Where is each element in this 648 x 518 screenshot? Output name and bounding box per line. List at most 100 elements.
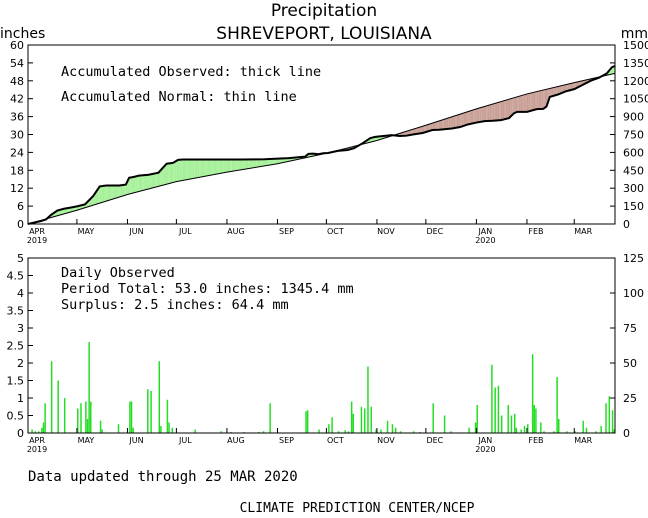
surplus-area-segment	[611, 66, 614, 75]
deficit-area-segment	[520, 95, 523, 112]
deficit-area-segment	[407, 130, 410, 136]
surplus-area-segment	[267, 159, 270, 166]
surplus-area-segment	[171, 162, 174, 183]
deficit-area-segment	[419, 126, 421, 134]
surplus-area-segment	[158, 170, 161, 187]
y-tick-label-left: 24	[10, 146, 24, 159]
surplus-area-segment	[179, 159, 182, 182]
deficit-area-segment	[425, 124, 428, 133]
deficit-area-segment	[435, 121, 438, 130]
deficit-area-segment	[404, 131, 407, 136]
surplus-area-segment	[148, 174, 151, 189]
y-tick-label-left: 6	[17, 200, 24, 213]
y-tick-label-right: 75	[623, 322, 637, 335]
x-tick-label: OCT	[327, 227, 344, 236]
daily-bar	[90, 401, 92, 433]
daily-bar	[450, 431, 452, 433]
daily-bar	[367, 366, 369, 433]
daily-bar	[611, 410, 614, 433]
daily-bar	[86, 419, 89, 433]
surplus-area-segment	[220, 159, 223, 174]
daily-bar	[556, 377, 558, 433]
deficit-area-segment	[420, 126, 423, 134]
deficit-area-segment	[512, 97, 514, 115]
x-tick-label: JAN	[478, 227, 493, 236]
surplus-area-segment	[212, 159, 214, 175]
daily-bar	[533, 405, 536, 433]
surplus-area-segment	[197, 159, 200, 178]
deficit-area-segment	[497, 102, 500, 121]
surplus-area-segment	[181, 159, 183, 181]
surplus-area-segment	[120, 185, 123, 197]
daily-bar	[44, 403, 46, 433]
deficit-area-segment	[437, 121, 439, 130]
deficit-area-segment	[463, 112, 465, 126]
daily-bar	[347, 431, 350, 433]
deficit-area-segment	[479, 107, 482, 122]
daily-bar	[553, 431, 555, 433]
deficit-area-segment	[466, 111, 469, 125]
deficit-area-segment	[451, 116, 454, 129]
deficit-area-segment	[551, 87, 554, 97]
x-tick-label: NOV	[377, 436, 395, 445]
daily-bar	[380, 429, 382, 433]
x-tick-label: DEC	[426, 227, 443, 236]
y-tick-label-right: 600	[623, 146, 644, 159]
surplus-area-segment	[103, 185, 105, 203]
y-tick-label-right: 0	[623, 218, 630, 231]
daily-bar	[101, 429, 103, 433]
deficit-area-segment	[530, 92, 532, 111]
y-tick-label-left: 36	[10, 111, 24, 124]
surplus-area-segment	[218, 159, 221, 174]
deficit-area-segment	[528, 93, 531, 112]
surplus-area-segment	[150, 174, 152, 189]
deficit-area-segment	[502, 100, 505, 120]
y-tick-label-left: 18	[10, 164, 24, 177]
daily-bar	[57, 380, 59, 433]
deficit-area-segment	[453, 115, 456, 129]
deficit-area-segment	[513, 97, 516, 114]
y-axis-label-right: mm	[621, 26, 648, 42]
deficit-area-segment	[429, 123, 431, 132]
x-tick-label: AUG	[227, 436, 245, 445]
surplus-area-segment	[67, 207, 69, 214]
daily-bar	[510, 415, 513, 433]
deficit-area-segment	[443, 118, 446, 130]
y-tick-label-left: 12	[10, 182, 24, 195]
daily-bar	[269, 403, 271, 433]
deficit-area-segment	[491, 104, 493, 121]
daily-bar	[520, 429, 522, 433]
daily-bar	[558, 419, 560, 433]
deficit-area-segment	[409, 129, 412, 136]
x-tick-year-label: 2020	[475, 445, 495, 454]
daily-bar	[574, 431, 576, 433]
deficit-area-segment	[515, 96, 518, 113]
surplus-area-segment	[199, 159, 201, 178]
daily-bar	[360, 406, 363, 433]
daily-bar	[443, 415, 446, 433]
surplus-area-segment	[98, 186, 100, 204]
y-tick-label-right: 1350	[623, 57, 648, 70]
deficit-area-segment	[422, 125, 425, 134]
deficit-area-segment	[482, 106, 485, 122]
daily-bar	[130, 401, 133, 433]
deficit-area-segment	[447, 117, 449, 129]
y-tick-label-right: 300	[623, 182, 644, 195]
deficit-area-segment	[489, 104, 492, 121]
deficit-area-segment	[427, 124, 430, 132]
surplus-area-segment	[241, 159, 244, 170]
daily-bar	[318, 429, 320, 433]
surplus-area-segment	[280, 158, 283, 164]
deficit-area-segment	[500, 101, 503, 121]
surplus-area-segment	[239, 159, 242, 170]
surplus-area-segment	[200, 159, 203, 178]
deficit-area-segment	[557, 86, 560, 95]
daily-bar	[63, 398, 66, 433]
daily-bar	[468, 427, 470, 433]
deficit-area-segment	[569, 83, 571, 91]
x-tick-label: JUN	[128, 227, 143, 236]
deficit-area-segment	[533, 91, 536, 111]
y-tick-label-right: 900	[623, 111, 644, 124]
y-tick-label-left: 0.5	[7, 410, 25, 423]
surplus-area-segment	[106, 185, 108, 202]
